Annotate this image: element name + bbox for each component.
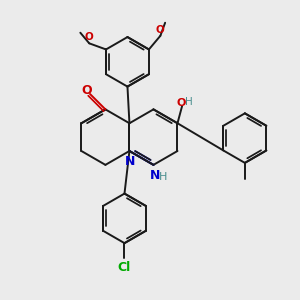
Text: O: O [82,83,92,97]
Text: N: N [150,169,161,182]
Text: H: H [159,172,168,182]
Text: N: N [125,155,136,168]
Text: O: O [176,98,186,108]
Text: H: H [185,97,193,107]
Text: O: O [156,25,165,35]
Text: Cl: Cl [118,261,131,274]
Text: O: O [85,32,94,42]
